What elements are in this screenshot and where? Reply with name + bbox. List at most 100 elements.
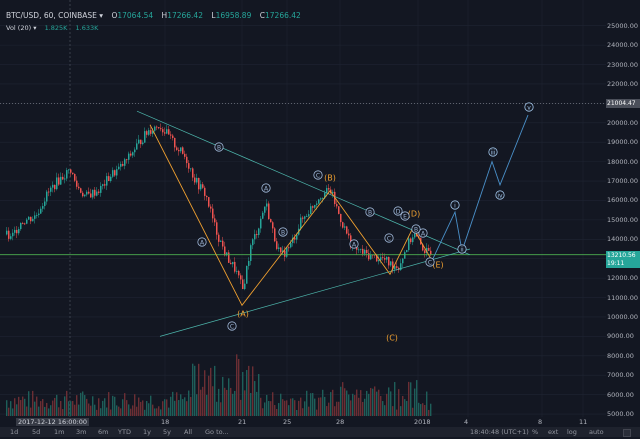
candle-body — [156, 126, 158, 128]
wave-sublabel: B — [217, 145, 221, 152]
volume-bar — [306, 390, 308, 416]
volume-bar — [128, 404, 130, 416]
volume-bar — [382, 401, 384, 416]
volume-bar — [398, 389, 400, 416]
auto-toggle[interactable]: auto — [589, 428, 604, 436]
volume-bar — [304, 401, 306, 416]
volume-bar — [56, 394, 58, 416]
candle-body — [204, 187, 206, 196]
log-toggle[interactable]: log — [567, 428, 577, 436]
volume-bar — [326, 406, 328, 416]
wave-sublabel-circle — [214, 142, 224, 152]
wave-projection-label-circle — [488, 147, 498, 157]
volume-label[interactable]: Vol (20) — [6, 24, 32, 32]
volume-bar — [348, 394, 350, 416]
volume-bar — [410, 382, 412, 416]
candle-body — [384, 258, 386, 260]
timeframe-1m[interactable]: 1m — [54, 428, 65, 436]
candle-body — [10, 236, 12, 239]
candle-body — [32, 218, 34, 222]
candle-body — [60, 176, 62, 185]
timeframe-all[interactable]: All — [184, 428, 193, 436]
volume-bar — [162, 401, 164, 416]
candle-body — [292, 237, 294, 244]
candle-body — [278, 247, 280, 249]
volume-bar — [386, 393, 388, 416]
candle-body — [188, 163, 190, 169]
ext-toggle[interactable]: ext — [548, 428, 559, 436]
volume-bar — [328, 402, 330, 416]
timeframe-ytd[interactable]: YTD — [118, 428, 131, 436]
volume-bar — [380, 396, 382, 416]
wave-sublabel-circle — [261, 183, 271, 193]
volume-bar — [258, 374, 260, 416]
volume-bar — [424, 405, 426, 416]
volume-bar — [80, 392, 82, 416]
chart-legend: BTC/USD, 60, COINBASE ▾ O17064.54 H17266… — [6, 11, 301, 20]
candle-body — [276, 241, 278, 249]
volume-bar — [192, 363, 194, 416]
goto-button[interactable]: Go to... — [205, 428, 229, 436]
candle-body — [150, 130, 152, 134]
symbol-label[interactable]: BTC/USD, 60, COINBASE — [6, 11, 97, 20]
candle-body — [380, 257, 382, 261]
wave-sublabel-circle — [411, 224, 421, 234]
price-axis[interactable]: 25000.0024000.0023000.0022000.0021000.00… — [606, 0, 640, 418]
timeframe-1y[interactable]: 1y — [143, 428, 151, 436]
volume-bar — [92, 396, 94, 416]
volume-bar — [38, 406, 40, 416]
candle-body — [270, 219, 272, 223]
candle-body — [302, 217, 304, 219]
candle-body — [390, 261, 392, 266]
volume-bar — [140, 401, 142, 416]
candle-body — [314, 204, 316, 208]
volume-bar — [320, 397, 322, 416]
volume-bar — [296, 409, 298, 416]
volume-bar — [36, 396, 38, 416]
timeframe-5d[interactable]: 5d — [32, 428, 41, 436]
timeframe-6m[interactable]: 6m — [98, 428, 109, 436]
candle-body — [316, 203, 318, 205]
volume-bar — [298, 400, 300, 416]
volume-bar — [402, 395, 404, 416]
candle-body — [430, 250, 432, 256]
utc-clock[interactable]: 18:40:48 (UTC+1) — [470, 428, 529, 436]
timeframe-1d[interactable]: 1d — [10, 428, 19, 436]
settings-icon[interactable] — [623, 429, 631, 439]
percent-toggle[interactable]: % — [532, 428, 539, 436]
candle-body — [90, 193, 92, 198]
volume-bar — [422, 403, 424, 416]
candle-body — [340, 213, 342, 223]
volume-dropdown-icon[interactable]: ▾ — [31, 24, 37, 32]
candle-body — [272, 222, 274, 229]
volume-bar — [238, 358, 240, 416]
volume-bar — [314, 398, 316, 416]
candle-body — [118, 166, 120, 170]
volume-bar — [370, 387, 372, 416]
volume-bar — [62, 409, 64, 416]
time-axis[interactable]: 2017-12-12 16:00:00 18 21 25 28 2018 4 8 11 — [0, 417, 606, 427]
candle-body — [360, 248, 362, 250]
volume-bar — [82, 391, 84, 416]
symbol-dropdown-icon[interactable]: ▾ — [99, 11, 104, 20]
volume-bar — [208, 375, 210, 416]
volume-bar — [84, 395, 86, 416]
open-key: O — [111, 11, 118, 20]
volume-bar — [254, 381, 256, 416]
volume-bar — [112, 395, 114, 416]
candle-body — [196, 177, 198, 183]
candle-body — [48, 191, 50, 193]
candle-body — [92, 189, 94, 198]
candle-body — [174, 137, 176, 148]
timeframe-5y[interactable]: 5y — [163, 428, 171, 436]
candle-body — [394, 266, 396, 270]
volume-bar — [266, 394, 268, 416]
candle-body — [378, 260, 380, 262]
volume-bar — [122, 399, 124, 416]
volume-bar — [10, 401, 12, 416]
candle-body — [296, 234, 298, 240]
volume-bar — [288, 405, 290, 416]
timeframe-3m[interactable]: 3m — [76, 428, 87, 436]
volume-bar — [46, 402, 48, 416]
